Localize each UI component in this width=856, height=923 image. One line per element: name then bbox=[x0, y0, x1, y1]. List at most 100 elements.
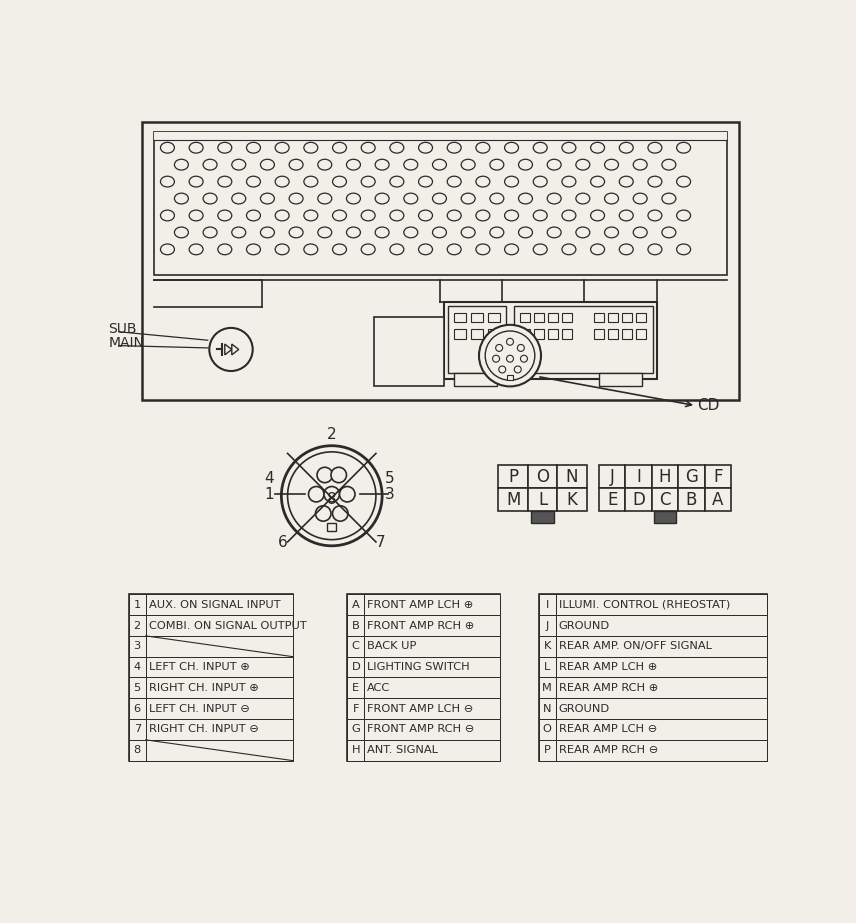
Ellipse shape bbox=[175, 193, 188, 204]
Bar bbox=[621, 330, 632, 339]
Bar bbox=[374, 318, 444, 387]
Ellipse shape bbox=[318, 160, 332, 170]
Ellipse shape bbox=[289, 193, 303, 204]
Ellipse shape bbox=[275, 142, 289, 153]
Ellipse shape bbox=[533, 176, 547, 187]
Text: G: G bbox=[685, 468, 698, 485]
Bar bbox=[348, 699, 365, 719]
Ellipse shape bbox=[260, 193, 275, 204]
Bar bbox=[128, 699, 146, 719]
Bar bbox=[704, 488, 731, 511]
Ellipse shape bbox=[347, 193, 360, 204]
Circle shape bbox=[308, 486, 324, 502]
Ellipse shape bbox=[203, 227, 217, 238]
Text: J: J bbox=[609, 468, 615, 485]
Bar bbox=[348, 615, 365, 636]
Ellipse shape bbox=[432, 227, 447, 238]
Ellipse shape bbox=[633, 160, 647, 170]
Text: GROUND: GROUND bbox=[559, 703, 610, 713]
Ellipse shape bbox=[461, 193, 475, 204]
Ellipse shape bbox=[648, 176, 662, 187]
Bar bbox=[455, 313, 466, 322]
Bar bbox=[348, 719, 365, 740]
Bar bbox=[556, 615, 766, 636]
Text: E: E bbox=[352, 683, 360, 693]
Ellipse shape bbox=[676, 142, 691, 153]
Bar bbox=[455, 373, 496, 387]
Bar bbox=[594, 330, 603, 339]
Ellipse shape bbox=[189, 176, 203, 187]
Circle shape bbox=[479, 325, 541, 387]
Ellipse shape bbox=[648, 210, 662, 221]
Text: REAR AMP RCH ⊕: REAR AMP RCH ⊕ bbox=[559, 683, 658, 693]
Text: C: C bbox=[352, 641, 360, 652]
Ellipse shape bbox=[217, 176, 232, 187]
Ellipse shape bbox=[304, 142, 318, 153]
Ellipse shape bbox=[361, 176, 375, 187]
Bar bbox=[348, 594, 500, 761]
Text: 3: 3 bbox=[134, 641, 141, 652]
Ellipse shape bbox=[304, 210, 318, 221]
Bar bbox=[557, 488, 586, 511]
Ellipse shape bbox=[633, 193, 647, 204]
Ellipse shape bbox=[247, 142, 260, 153]
Ellipse shape bbox=[375, 193, 389, 204]
Ellipse shape bbox=[447, 142, 461, 153]
Ellipse shape bbox=[189, 244, 203, 255]
Bar bbox=[448, 306, 506, 373]
Bar bbox=[146, 677, 293, 699]
Ellipse shape bbox=[591, 244, 604, 255]
Text: FRONT AMP LCH ⊕: FRONT AMP LCH ⊕ bbox=[367, 600, 473, 610]
Ellipse shape bbox=[304, 244, 318, 255]
Bar bbox=[538, 677, 556, 699]
Bar bbox=[365, 719, 500, 740]
Ellipse shape bbox=[562, 176, 576, 187]
Bar bbox=[557, 465, 586, 488]
Text: L: L bbox=[544, 662, 550, 672]
Ellipse shape bbox=[275, 244, 289, 255]
Ellipse shape bbox=[189, 210, 203, 221]
Text: 1: 1 bbox=[265, 486, 274, 502]
Ellipse shape bbox=[389, 210, 404, 221]
Text: N: N bbox=[543, 703, 551, 713]
Ellipse shape bbox=[648, 142, 662, 153]
Bar bbox=[128, 677, 146, 699]
Ellipse shape bbox=[432, 193, 447, 204]
Ellipse shape bbox=[576, 160, 590, 170]
Ellipse shape bbox=[332, 244, 347, 255]
Ellipse shape bbox=[175, 227, 188, 238]
Text: I: I bbox=[636, 468, 641, 485]
Text: F: F bbox=[713, 468, 722, 485]
Bar bbox=[365, 699, 500, 719]
Ellipse shape bbox=[619, 210, 633, 221]
Bar bbox=[626, 465, 651, 488]
Text: B: B bbox=[352, 620, 360, 630]
Ellipse shape bbox=[447, 210, 461, 221]
Ellipse shape bbox=[347, 227, 360, 238]
Ellipse shape bbox=[332, 210, 347, 221]
Bar bbox=[488, 313, 500, 322]
Ellipse shape bbox=[419, 176, 432, 187]
Ellipse shape bbox=[289, 160, 303, 170]
Ellipse shape bbox=[203, 160, 217, 170]
Text: 6: 6 bbox=[134, 703, 140, 713]
Ellipse shape bbox=[247, 210, 260, 221]
Text: D: D bbox=[633, 491, 645, 509]
Bar bbox=[626, 488, 651, 511]
Text: REAR AMP RCH ⊖: REAR AMP RCH ⊖ bbox=[559, 745, 658, 755]
Bar bbox=[599, 373, 642, 387]
Ellipse shape bbox=[633, 227, 647, 238]
Text: REAR AMP LCH ⊖: REAR AMP LCH ⊖ bbox=[559, 725, 657, 735]
Text: REAR AMP LCH ⊕: REAR AMP LCH ⊕ bbox=[559, 662, 657, 672]
Bar bbox=[608, 313, 618, 322]
Circle shape bbox=[514, 366, 521, 373]
Circle shape bbox=[332, 506, 348, 521]
Bar bbox=[556, 677, 766, 699]
Ellipse shape bbox=[519, 193, 532, 204]
Bar bbox=[128, 656, 146, 677]
Bar bbox=[348, 656, 365, 677]
Circle shape bbox=[507, 355, 514, 362]
Ellipse shape bbox=[404, 193, 418, 204]
Ellipse shape bbox=[562, 244, 576, 255]
Ellipse shape bbox=[404, 227, 418, 238]
